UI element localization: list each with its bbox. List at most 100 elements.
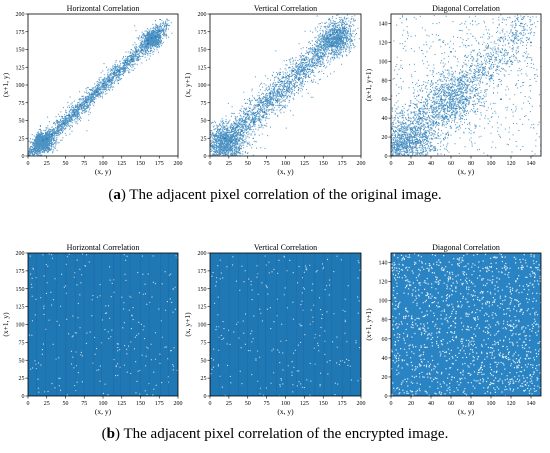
y-tick-label: 200 — [198, 251, 207, 257]
data-point — [235, 126, 238, 129]
y-tick-label: 125 — [16, 305, 25, 311]
data-point — [352, 259, 355, 262]
chart-title: Horizontal Correlation — [67, 4, 140, 13]
y-tick-label: 0 — [385, 154, 388, 160]
data-point — [510, 60, 512, 63]
data-point — [147, 39, 149, 42]
chart-panel-a-vertical: 0 25 50 75 100 125 150 175 200 0 25 50 75 100 125 150 17… — [183, 4, 366, 176]
x-tick-label: 80 — [468, 161, 474, 167]
data-point — [500, 36, 502, 39]
y-tick-label: 175 — [198, 30, 207, 36]
y-tick-label: 100 — [379, 59, 388, 65]
data-point — [430, 105, 432, 108]
data-point — [113, 72, 116, 74]
data-point — [90, 362, 93, 365]
data-point — [141, 48, 143, 51]
data-point — [224, 280, 227, 283]
y-tick-label: 100 — [16, 83, 25, 89]
y-tick-label: 100 — [198, 323, 207, 329]
chart-panel-b-diagonal: 0 20 40 60 80 100 120 140 0 20 40 60 80 100 120 140 Diag… — [364, 243, 542, 416]
x-tick-label: 100 — [281, 401, 290, 407]
scatter-gaps — [391, 253, 541, 396]
data-point — [420, 376, 422, 378]
y-tick-label: 150 — [16, 48, 25, 54]
data-point — [68, 114, 71, 117]
data-point — [405, 147, 407, 150]
data-point — [45, 323, 48, 326]
scatter-texture — [210, 14, 361, 156]
data-point — [150, 37, 153, 40]
x-tick-label: 120 — [507, 401, 516, 407]
y-axis-label: (x+1, y) — [1, 312, 10, 337]
caption-a-letter: a — [113, 187, 121, 203]
x-tick-label: 125 — [300, 401, 309, 407]
data-point — [280, 80, 283, 83]
data-point — [158, 280, 161, 283]
data-point — [515, 275, 517, 278]
data-point — [314, 48, 317, 51]
data-point — [495, 356, 497, 359]
x-tick-label: 20 — [408, 401, 414, 407]
data-point — [455, 107, 457, 110]
y-tick-label: 175 — [198, 269, 207, 275]
data-point — [480, 55, 482, 58]
data-point — [73, 112, 76, 115]
x-tick-label: 120 — [507, 161, 516, 167]
data-point — [425, 131, 427, 134]
caption-b: (b) The adjacent pixel correlation of th… — [101, 426, 449, 442]
data-point — [435, 121, 437, 124]
chart-panel-b-horizontal: 0 25 50 75 100 125 150 175 200 0 25 50 75 100 125 150 17… — [1, 243, 183, 416]
data-point — [96, 91, 98, 93]
data-point — [320, 55, 323, 58]
y-tick-label: 150 — [198, 287, 207, 293]
x-axis-label: (x, y) — [95, 167, 112, 176]
data-point — [420, 117, 422, 120]
chart-panel-a-diagonal: 0 20 40 60 80 100 120 140 0 20 40 60 80 100 120 140 Diag… — [364, 4, 542, 176]
x-tick-label: 40 — [428, 161, 434, 167]
y-tick-label: 80 — [382, 318, 388, 324]
data-point — [57, 373, 59, 376]
scatter-texture — [391, 14, 541, 156]
data-point — [348, 355, 351, 358]
data-point — [85, 101, 88, 103]
data-point — [520, 318, 522, 321]
x-tick-label: 200 — [174, 161, 183, 167]
data-point — [480, 261, 482, 264]
x-tick-label: 0 — [390, 161, 393, 167]
data-point — [326, 327, 328, 329]
caption-a: (a) The adjacent pixel correlation of th… — [108, 187, 442, 203]
data-point — [90, 93, 93, 96]
data-point — [79, 309, 82, 312]
x-tick-label: 125 — [300, 161, 309, 167]
x-tick-label: 0 — [390, 401, 393, 407]
data-point — [303, 59, 306, 62]
x-tick-label: 200 — [357, 161, 366, 167]
y-tick-label: 0 — [204, 394, 207, 400]
data-point — [530, 333, 532, 335]
y-tick-label: 120 — [379, 40, 388, 46]
y-tick-label: 50 — [201, 358, 207, 364]
caption-b-text: The adjacent pixel correlation of the en… — [120, 426, 449, 442]
y-tick-label: 50 — [201, 119, 207, 125]
data-point — [445, 115, 447, 118]
y-axis-label: (x+1, y+1) — [364, 68, 373, 101]
y-tick-label: 75 — [201, 101, 207, 107]
x-tick-label: 25 — [226, 401, 232, 407]
scatter-cloud — [210, 14, 361, 156]
data-point — [216, 387, 219, 390]
data-point — [440, 309, 442, 312]
chart-title: Diagonal Correlation — [432, 243, 500, 252]
y-tick-label: 25 — [19, 136, 25, 142]
y-tick-label: 0 — [22, 394, 25, 400]
y-tick-label: 60 — [382, 337, 388, 343]
data-point — [440, 98, 442, 101]
y-tick-label: 140 — [379, 261, 388, 267]
scatter-cloud — [28, 18, 173, 156]
data-point — [124, 287, 127, 290]
data-point — [500, 98, 502, 101]
data-point — [108, 79, 110, 82]
data-point — [269, 92, 272, 95]
y-axis-label: (x, y+1) — [183, 72, 192, 97]
y-tick-label: 125 — [198, 65, 207, 71]
